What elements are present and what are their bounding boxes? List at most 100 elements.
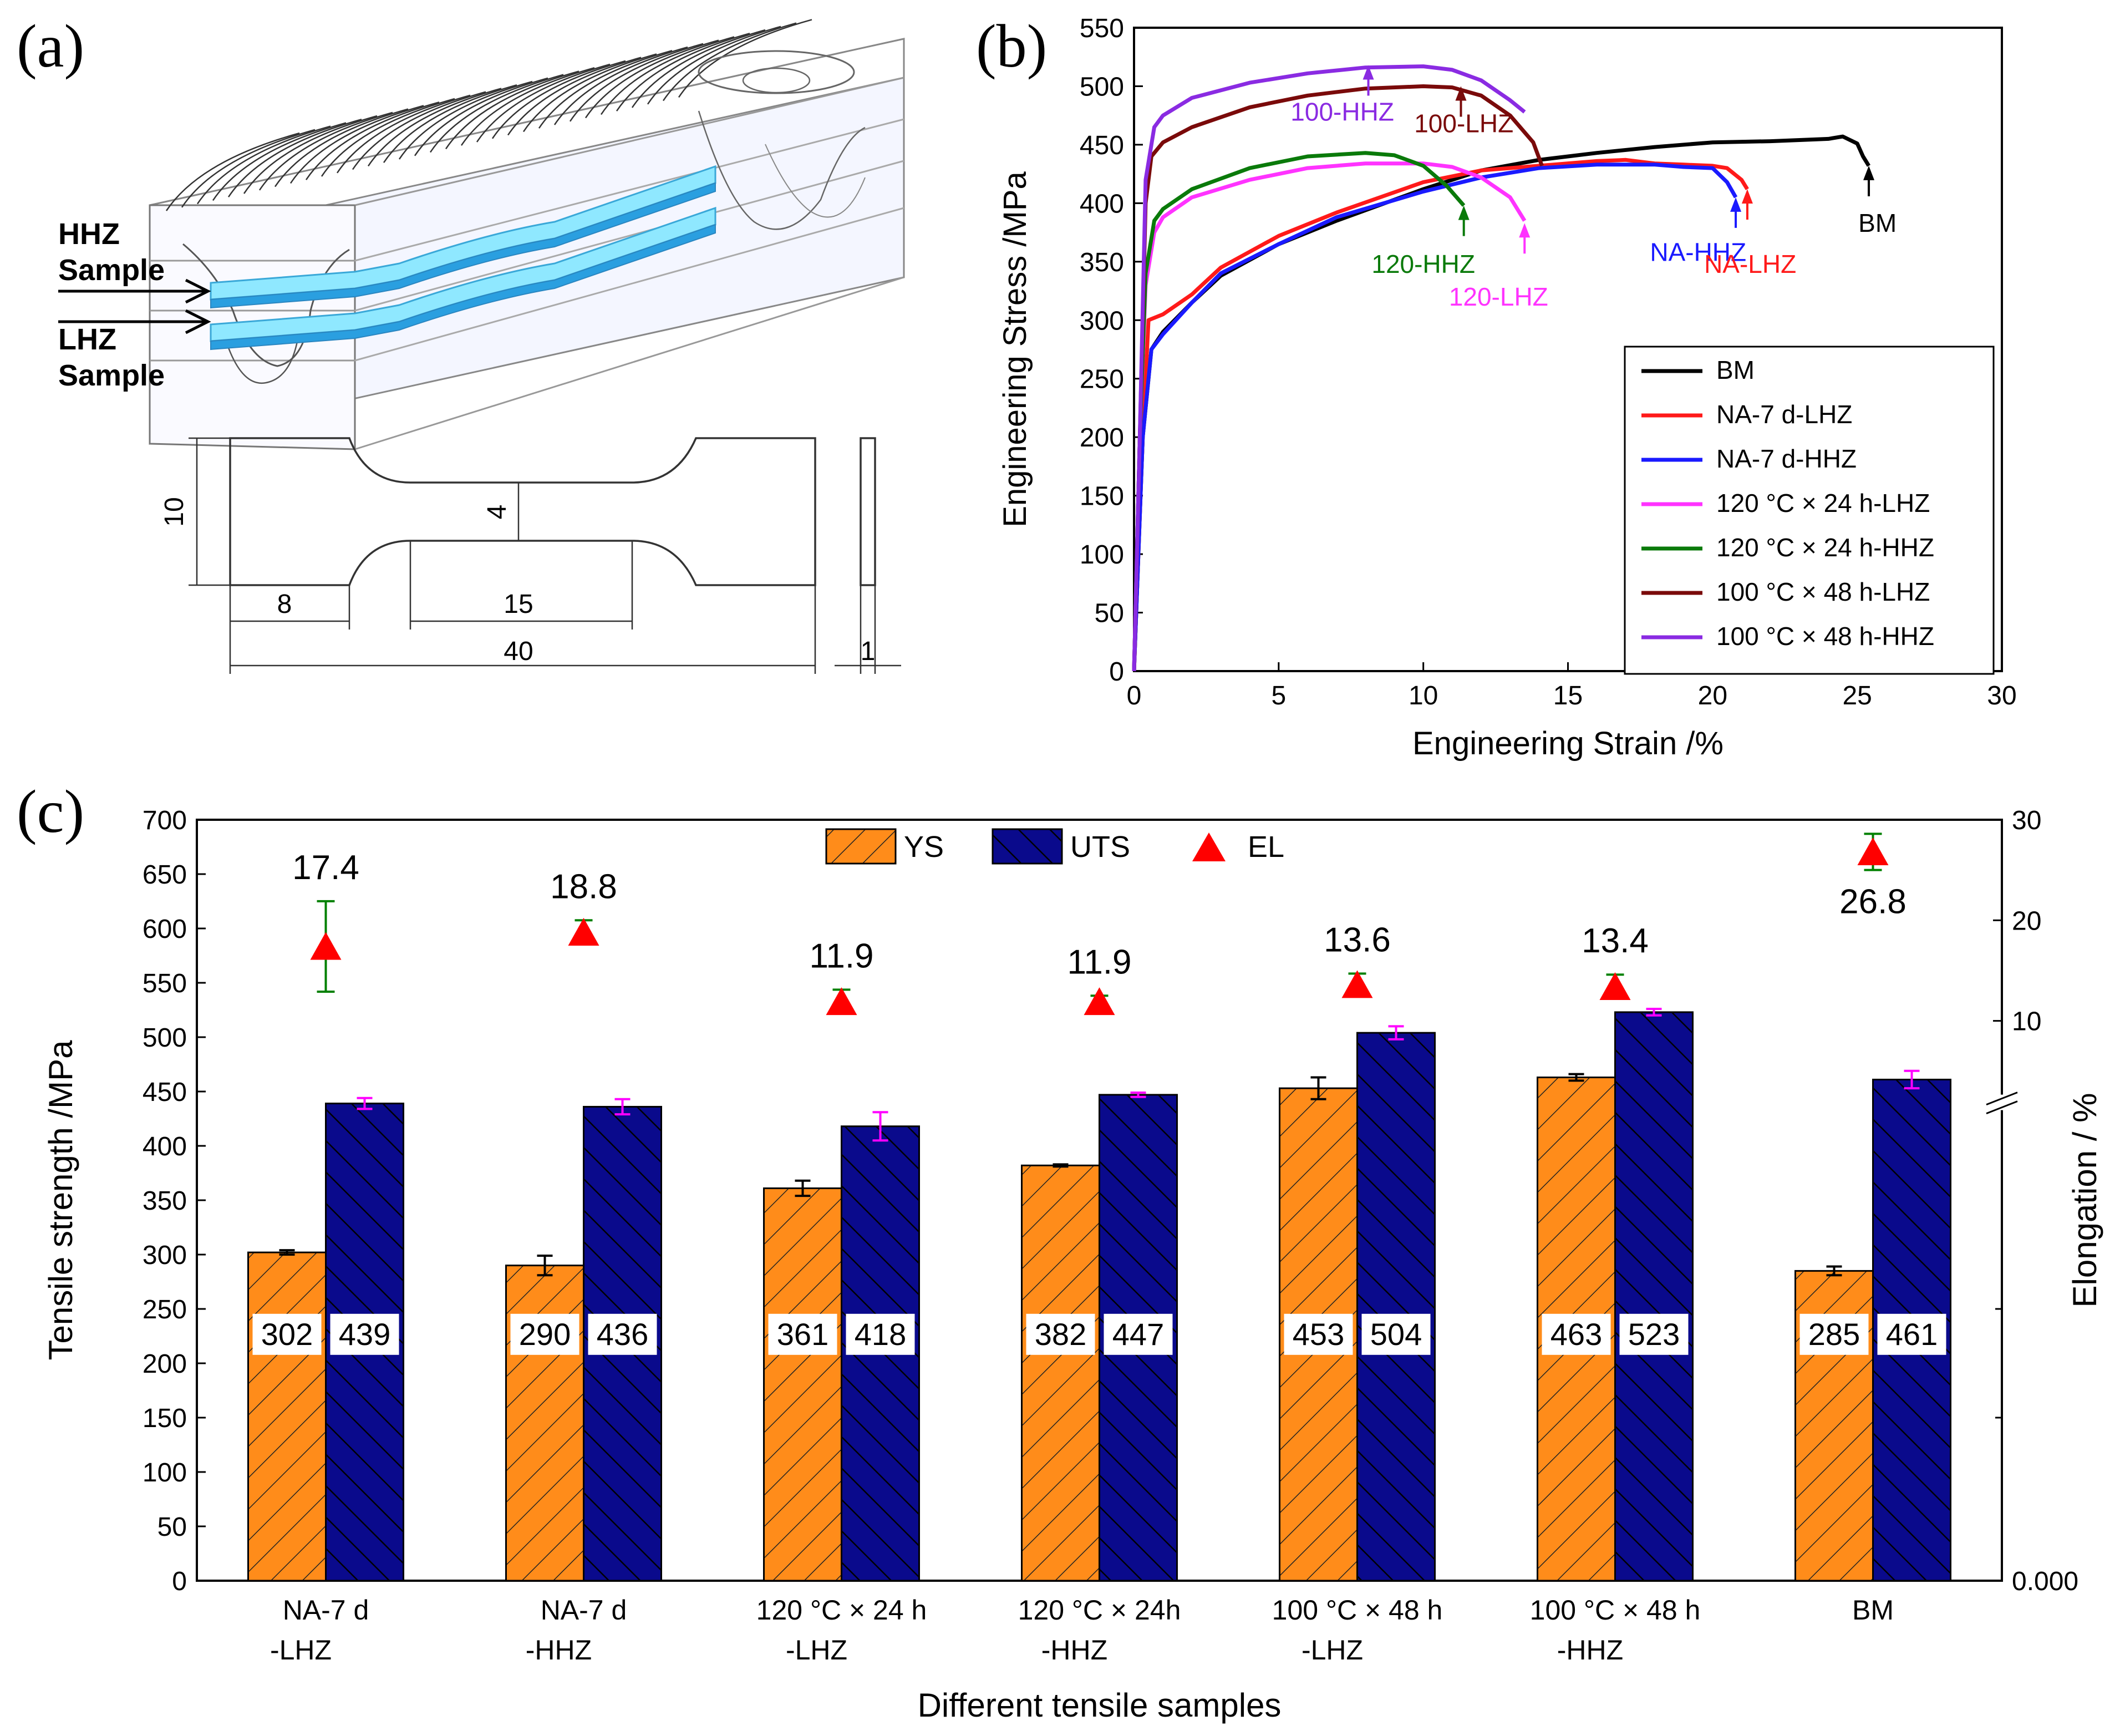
- b-y-tick-label: 250: [1080, 365, 1124, 394]
- c-el-label: 11.9: [809, 937, 873, 975]
- weld-ripple-line: [522, 53, 657, 133]
- c-el-label: 18.8: [550, 867, 617, 906]
- b-annotation-na-hhz: NA-HHZ: [1650, 238, 1746, 267]
- stir-zone-outline-back-2: [765, 144, 866, 218]
- c-legend-swatch-el: [1192, 833, 1226, 861]
- weld-ripple-line: [321, 98, 455, 177]
- panel-b-label: (b): [976, 12, 1047, 80]
- weld-ripple-line: [460, 67, 595, 146]
- c-y-tick-label: 650: [143, 860, 187, 890]
- b-annotation-na-lhz: NA-LHZ: [1704, 250, 1796, 278]
- weld-ripple-line: [662, 22, 797, 101]
- weld-ripple-line: [352, 91, 486, 170]
- c-legend: YS UTS EL: [825, 828, 1284, 865]
- b-y-tick-label: 300: [1080, 306, 1124, 336]
- c-label-uts: 439: [339, 1317, 390, 1352]
- c-el-label: 26.8: [1839, 883, 1907, 921]
- c-label-uts: 461: [1886, 1317, 1938, 1352]
- panel-c-bar-chart: (c) 0 50 100 150 200 250 300 350 400 450 500 550 600…: [17, 778, 2103, 1724]
- b-y-tick-label: 50: [1095, 599, 1124, 628]
- c-category-label: -LHZ: [1302, 1635, 1363, 1666]
- weld-ripple-line: [243, 115, 378, 194]
- b-legend-label-na-7-d-lhz: NA-7 d-LHZ: [1716, 400, 1852, 429]
- hhz-arrow: [58, 278, 211, 304]
- c-bar-ys: [247, 1251, 327, 1582]
- dim-gauge-length: 15: [504, 590, 533, 619]
- c-right-tick-label: 10: [2012, 1007, 2041, 1037]
- c-el-marker: [1084, 987, 1115, 1016]
- weld-ripple-line: [429, 74, 564, 153]
- lhz-label-line2: Sample: [58, 359, 165, 392]
- b-y-tick-label: 450: [1080, 131, 1124, 160]
- c-axes: 0 50 100 150 200 250 300 350 400 450 500 550 600 650 7…: [42, 806, 2103, 1724]
- c-label-box-uts: [846, 1313, 915, 1355]
- c-label-ys: 290: [519, 1317, 571, 1352]
- b-x-axis-label: Engineering Strain /%: [1412, 725, 1724, 762]
- c-y-tick-label: 50: [157, 1512, 187, 1542]
- lhz-arrow: [58, 309, 211, 334]
- c-label-uts: 504: [1370, 1317, 1422, 1352]
- c-el-label: 17.4: [292, 849, 359, 887]
- c-label-box-uts: [1619, 1313, 1689, 1355]
- c-y-tick-label: 550: [143, 969, 187, 998]
- weld-ripple-line: [445, 70, 579, 150]
- weld-ripple-line: [165, 132, 300, 211]
- c-label-ys: 453: [1293, 1317, 1344, 1352]
- c-label-box-uts: [330, 1313, 399, 1355]
- c-category-label: NA-7 d: [283, 1595, 369, 1626]
- c-category-label: 100 °C × 48 h: [1272, 1595, 1443, 1626]
- thickness-outline: [860, 437, 876, 586]
- b-annotation-bm: BM: [1858, 209, 1897, 237]
- weld-ripple-line: [367, 88, 502, 167]
- b-annotation-arrowhead-120-lhz: [1519, 223, 1531, 238]
- b-x-tick-label: 15: [1553, 681, 1583, 710]
- weld-ripple-line: [336, 94, 471, 174]
- weld-ripple-line: [631, 29, 766, 108]
- weld-ripple-line: [398, 80, 533, 160]
- c-right-tick-label: 20: [2012, 906, 2041, 936]
- b-legend-label-120-c-24-h-lhz: 120 °C × 24 h-LHZ: [1716, 489, 1930, 517]
- hhz-label-line1: HHZ: [58, 217, 120, 251]
- weld-ripple-line: [274, 108, 409, 187]
- c-y-tick-label: 450: [143, 1078, 187, 1107]
- c-category-label: 100 °C × 48 h: [1530, 1595, 1701, 1626]
- lhz-label-line1: LHZ: [58, 323, 116, 356]
- dim-total-length: 40: [504, 637, 533, 666]
- c-y-axis-label: Tensile strength /MPa: [42, 1040, 79, 1361]
- c-right-tick-label: 30: [2012, 806, 2041, 835]
- c-right-tick-label: 0.000: [2012, 1567, 2078, 1596]
- c-y-tick-label: 350: [143, 1186, 187, 1216]
- c-y-tick-label: 0: [172, 1567, 187, 1596]
- b-annotation-arrowhead-na-hhz: [1730, 197, 1742, 212]
- b-series-lines: [1132, 64, 1870, 672]
- weld-ripple-line: [584, 39, 719, 119]
- b-series-120-c-24-h-hhz: [1132, 151, 1466, 672]
- b-x-tick-label: 0: [1127, 681, 1142, 710]
- c-y-tick-label: 250: [143, 1295, 187, 1324]
- c-category-label: -LHZ: [786, 1635, 847, 1666]
- b-series-na-7-d-hhz: [1132, 163, 1738, 672]
- c-bar-ys: [505, 1265, 584, 1582]
- b-annotation-arrowhead-100-hhz: [1363, 65, 1374, 80]
- dimension-lines: [189, 437, 901, 674]
- b-y-tick-label: 100: [1080, 540, 1124, 570]
- c-right-axis-label: Elongation / %: [2066, 1093, 2103, 1308]
- b-series-100-c-48-h-hhz: [1132, 64, 1526, 672]
- weld-ripple-line: [569, 43, 704, 122]
- c-label-uts: 447: [1112, 1317, 1164, 1352]
- b-y-tick-label: 150: [1080, 482, 1124, 511]
- c-label-ys: 361: [777, 1317, 828, 1352]
- pin-ellipse: [742, 67, 811, 94]
- weld-ripple-line: [553, 46, 688, 125]
- b-annotation-120-lhz: 120-LHZ: [1449, 282, 1548, 311]
- c-axis-break-mark: [1986, 1100, 2018, 1114]
- c-legend-swatch-uts: [992, 828, 1063, 865]
- c-label-box-uts: [1104, 1313, 1173, 1355]
- c-label-ys: 302: [261, 1317, 313, 1352]
- b-y-axis-label: Engineering Stress /MPa: [997, 171, 1033, 527]
- c-category-label: -HHZ: [1557, 1635, 1623, 1666]
- panel-c-label: (c): [17, 778, 84, 845]
- weld-ripple-line: [476, 63, 611, 143]
- c-bar-uts: [1356, 1032, 1436, 1582]
